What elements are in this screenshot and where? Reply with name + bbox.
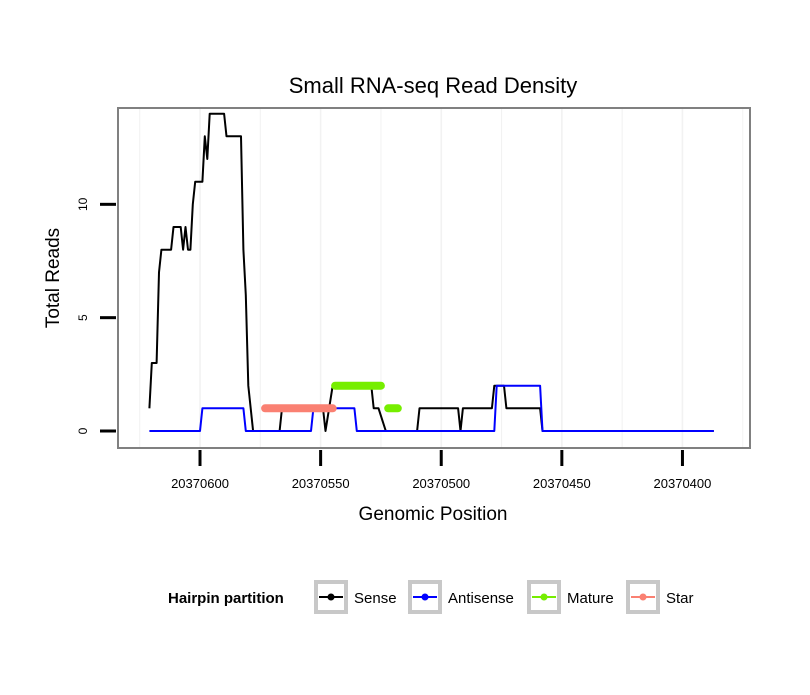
legend-key-point [639, 593, 647, 601]
legend-label-mature: Mature [567, 590, 614, 607]
x-axis-label: Genomic Position [359, 504, 508, 525]
y-tick-label: 5 [76, 314, 90, 321]
legend-label-antisense: Antisense [448, 590, 514, 607]
plot-border [117, 107, 751, 449]
x-tick-label: 20370400 [654, 476, 712, 491]
legend-item-mature: Mature [527, 580, 614, 614]
series-line-sense [148, 112, 714, 432]
legend-title: Hairpin partition [168, 590, 284, 607]
legend-item-star: Star [626, 580, 694, 614]
y-tick-label: 10 [76, 197, 90, 211]
plot-panel [118, 108, 750, 448]
chart-title: Small RNA-seq Read Density [289, 73, 578, 98]
legend-label-star: Star [666, 590, 694, 607]
legend-key-point [421, 593, 429, 601]
legend-label-sense: Sense [354, 590, 397, 607]
y-tick-label: 0 [76, 427, 90, 434]
legend-item-antisense: Antisense [408, 580, 514, 614]
legend-key-point [540, 593, 548, 601]
legend: Hairpin partition Sense Antisense Mature Sta… [168, 580, 694, 614]
x-tick-label: 20370450 [533, 476, 591, 491]
x-tick-label: 20370600 [171, 476, 229, 491]
y-axis-label: Total Reads [43, 228, 64, 328]
legend-item-sense: Sense [314, 580, 397, 614]
series-layer [148, 112, 714, 432]
x-tick-label: 20370500 [412, 476, 470, 491]
grid-lines [139, 108, 744, 448]
x-tick-label: 20370550 [292, 476, 350, 491]
legend-key-point [327, 593, 335, 601]
